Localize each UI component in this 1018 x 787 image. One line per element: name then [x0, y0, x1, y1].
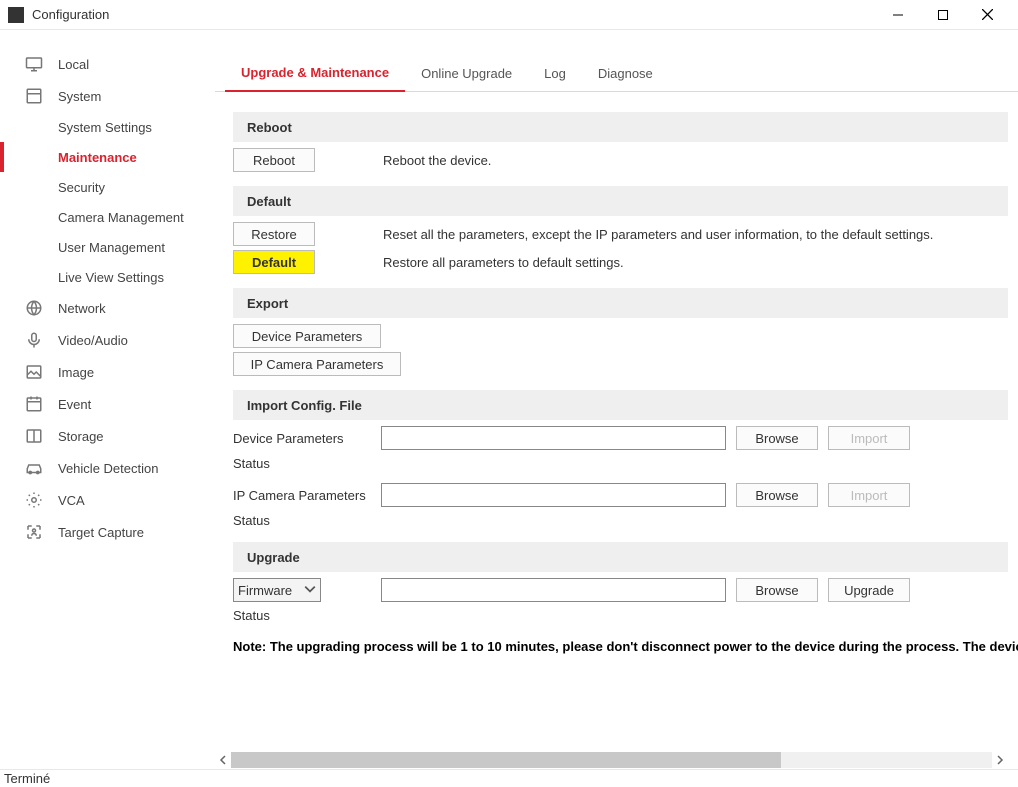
- sidebar-item-system[interactable]: System: [0, 80, 215, 112]
- sidebar-item-label: Target Capture: [58, 525, 144, 540]
- import-ipc-browse-button[interactable]: Browse: [736, 483, 818, 507]
- import-device-import-button[interactable]: Import: [828, 426, 910, 450]
- sidebar-sub-maintenance[interactable]: Maintenance: [0, 142, 215, 172]
- scrollbar-track[interactable]: [231, 752, 992, 768]
- sidebar-sub-label: Camera Management: [58, 210, 184, 225]
- sidebar-item-label: Image: [58, 365, 94, 380]
- scroll-left-icon[interactable]: [215, 752, 231, 768]
- reboot-button[interactable]: Reboot: [233, 148, 315, 172]
- image-icon: [24, 362, 44, 382]
- status-text: Terminé: [4, 771, 50, 786]
- sidebar-item-label: Vehicle Detection: [58, 461, 158, 476]
- window-title: Configuration: [32, 7, 109, 22]
- upgrade-file-input[interactable]: [381, 578, 726, 602]
- sidebar-sub-label: Maintenance: [58, 150, 137, 165]
- globe-icon: [24, 298, 44, 318]
- monitor-icon: [24, 54, 44, 74]
- upgrade-type-value: Firmware: [238, 583, 292, 598]
- event-icon: [24, 394, 44, 414]
- horizontal-scrollbar[interactable]: [215, 751, 1008, 769]
- section-header-upgrade: Upgrade: [233, 542, 1008, 572]
- vca-icon: [24, 490, 44, 510]
- sidebar-item-local[interactable]: Local: [0, 48, 215, 80]
- upgrade-type-select[interactable]: Firmware: [233, 578, 321, 602]
- default-description: Restore all parameters to default settin…: [383, 255, 624, 270]
- import-ipc-import-button[interactable]: Import: [828, 483, 910, 507]
- tab-label: Upgrade & Maintenance: [241, 65, 389, 80]
- scroll-body: Reboot Reboot Reboot the device. Default…: [215, 92, 1018, 751]
- tab-online-upgrade[interactable]: Online Upgrade: [405, 66, 528, 91]
- import-device-status-label: Status: [233, 456, 1018, 471]
- reboot-description: Reboot the device.: [383, 153, 491, 168]
- sidebar: Local System System Settings Maintenance…: [0, 30, 215, 769]
- import-device-browse-button[interactable]: Browse: [736, 426, 818, 450]
- sidebar-sub-label: System Settings: [58, 120, 152, 135]
- section-header-export: Export: [233, 288, 1008, 318]
- sidebar-item-label: Event: [58, 397, 91, 412]
- import-device-params-input[interactable]: [381, 426, 726, 450]
- import-ipc-params-label: IP Camera Parameters: [233, 488, 381, 503]
- sidebar-item-vehicle-detection[interactable]: Vehicle Detection: [0, 452, 215, 484]
- tab-diagnose[interactable]: Diagnose: [582, 66, 669, 91]
- import-device-params-label: Device Parameters: [233, 431, 381, 446]
- car-icon: [24, 458, 44, 478]
- upgrade-browse-button[interactable]: Browse: [736, 578, 818, 602]
- sidebar-item-video-audio[interactable]: Video/Audio: [0, 324, 215, 356]
- title-bar: Configuration: [0, 0, 1018, 30]
- main-area: Local System System Settings Maintenance…: [0, 30, 1018, 769]
- section-header-default: Default: [233, 186, 1008, 216]
- section-header-import: Import Config. File: [233, 390, 1008, 420]
- maximize-button[interactable]: [920, 0, 965, 30]
- sidebar-sub-user-management[interactable]: User Management: [0, 232, 215, 262]
- sidebar-sub-security[interactable]: Security: [0, 172, 215, 202]
- mic-icon: [24, 330, 44, 350]
- sidebar-item-label: Video/Audio: [58, 333, 128, 348]
- export-ip-camera-parameters-button[interactable]: IP Camera Parameters: [233, 352, 401, 376]
- upgrade-note: Note: The upgrading process will be 1 to…: [233, 639, 1018, 654]
- default-button[interactable]: Default: [233, 250, 315, 274]
- tab-label: Log: [544, 66, 566, 81]
- status-bar: Terminé: [0, 769, 1018, 787]
- tab-label: Diagnose: [598, 66, 653, 81]
- upgrade-button[interactable]: Upgrade: [828, 578, 910, 602]
- tab-upgrade-maintenance[interactable]: Upgrade & Maintenance: [225, 65, 405, 92]
- sidebar-item-label: System: [58, 89, 101, 104]
- sidebar-sub-label: Security: [58, 180, 105, 195]
- restore-description: Reset all the parameters, except the IP …: [383, 227, 933, 242]
- import-ipc-status-label: Status: [233, 513, 1018, 528]
- minimize-button[interactable]: [875, 0, 920, 30]
- sidebar-sub-system-settings[interactable]: System Settings: [0, 112, 215, 142]
- sidebar-item-storage[interactable]: Storage: [0, 420, 215, 452]
- tabs: Upgrade & Maintenance Online Upgrade Log…: [215, 48, 1018, 92]
- chevron-down-icon: [304, 583, 316, 598]
- sidebar-item-network[interactable]: Network: [0, 292, 215, 324]
- close-button[interactable]: [965, 0, 1010, 30]
- system-icon: [24, 86, 44, 106]
- sidebar-item-event[interactable]: Event: [0, 388, 215, 420]
- export-device-parameters-button[interactable]: Device Parameters: [233, 324, 381, 348]
- scrollbar-thumb[interactable]: [231, 752, 781, 768]
- sidebar-item-image[interactable]: Image: [0, 356, 215, 388]
- sidebar-sub-label: User Management: [58, 240, 165, 255]
- tab-log[interactable]: Log: [528, 66, 582, 91]
- sidebar-sub-live-view-settings[interactable]: Live View Settings: [0, 262, 215, 292]
- sidebar-sub-camera-management[interactable]: Camera Management: [0, 202, 215, 232]
- sidebar-item-label: Local: [58, 57, 89, 72]
- scroll-right-icon[interactable]: [992, 752, 1008, 768]
- tab-label: Online Upgrade: [421, 66, 512, 81]
- storage-icon: [24, 426, 44, 446]
- sidebar-item-label: Network: [58, 301, 106, 316]
- sidebar-item-target-capture[interactable]: Target Capture: [0, 516, 215, 548]
- upgrade-status-label: Status: [233, 608, 1018, 623]
- restore-button[interactable]: Restore: [233, 222, 315, 246]
- sidebar-item-label: Storage: [58, 429, 104, 444]
- content-area: Upgrade & Maintenance Online Upgrade Log…: [215, 30, 1018, 769]
- section-header-reboot: Reboot: [233, 112, 1008, 142]
- sidebar-sub-label: Live View Settings: [58, 270, 164, 285]
- import-ipc-params-input[interactable]: [381, 483, 726, 507]
- target-icon: [24, 522, 44, 542]
- sidebar-item-label: VCA: [58, 493, 85, 508]
- sidebar-item-vca[interactable]: VCA: [0, 484, 215, 516]
- app-icon: [8, 7, 24, 23]
